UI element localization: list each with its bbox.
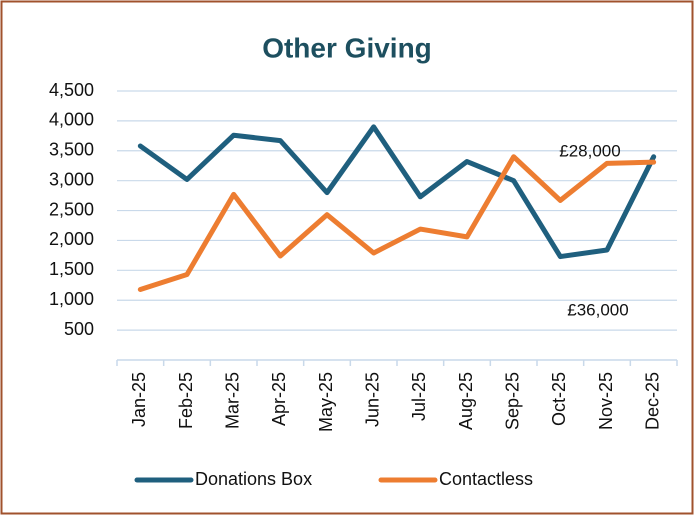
x-tick-label: Apr-25	[269, 372, 289, 426]
y-tick-label: 1,500	[49, 259, 94, 279]
y-tick-label: 2,000	[49, 229, 94, 249]
x-tick-label: Dec-25	[642, 372, 662, 430]
y-tick-label: 2,500	[49, 199, 94, 219]
x-tick-label: Aug-25	[456, 372, 476, 430]
annotation: £36,000	[567, 300, 628, 319]
x-tick-label: Mar-25	[222, 372, 242, 429]
y-tick-label: 3,000	[49, 169, 94, 189]
x-tick-label: Sep-25	[502, 372, 522, 430]
y-tick-label: 4,500	[49, 80, 94, 100]
y-tick-label: 500	[64, 319, 94, 339]
x-tick-label: Nov-25	[596, 372, 616, 430]
x-tick-label: Jan-25	[129, 372, 149, 427]
y-tick-label: 3,500	[49, 140, 94, 160]
legend-label: Contactless	[439, 469, 533, 489]
y-tick-label: 1,000	[49, 289, 94, 309]
x-tick-label: May-25	[316, 372, 336, 432]
legend-label: Donations Box	[195, 469, 312, 489]
x-tick-label: Jul-25	[409, 372, 429, 421]
series-line	[137, 154, 657, 292]
y-tick-label: 4,000	[49, 110, 94, 130]
series-line	[137, 124, 657, 260]
x-tick-label: Feb-25	[176, 372, 196, 429]
chart-title: Other Giving	[262, 32, 432, 63]
annotation: £28,000	[559, 141, 620, 160]
x-tick-label: Jun-25	[362, 372, 382, 427]
x-tick-label: Oct-25	[549, 372, 569, 426]
